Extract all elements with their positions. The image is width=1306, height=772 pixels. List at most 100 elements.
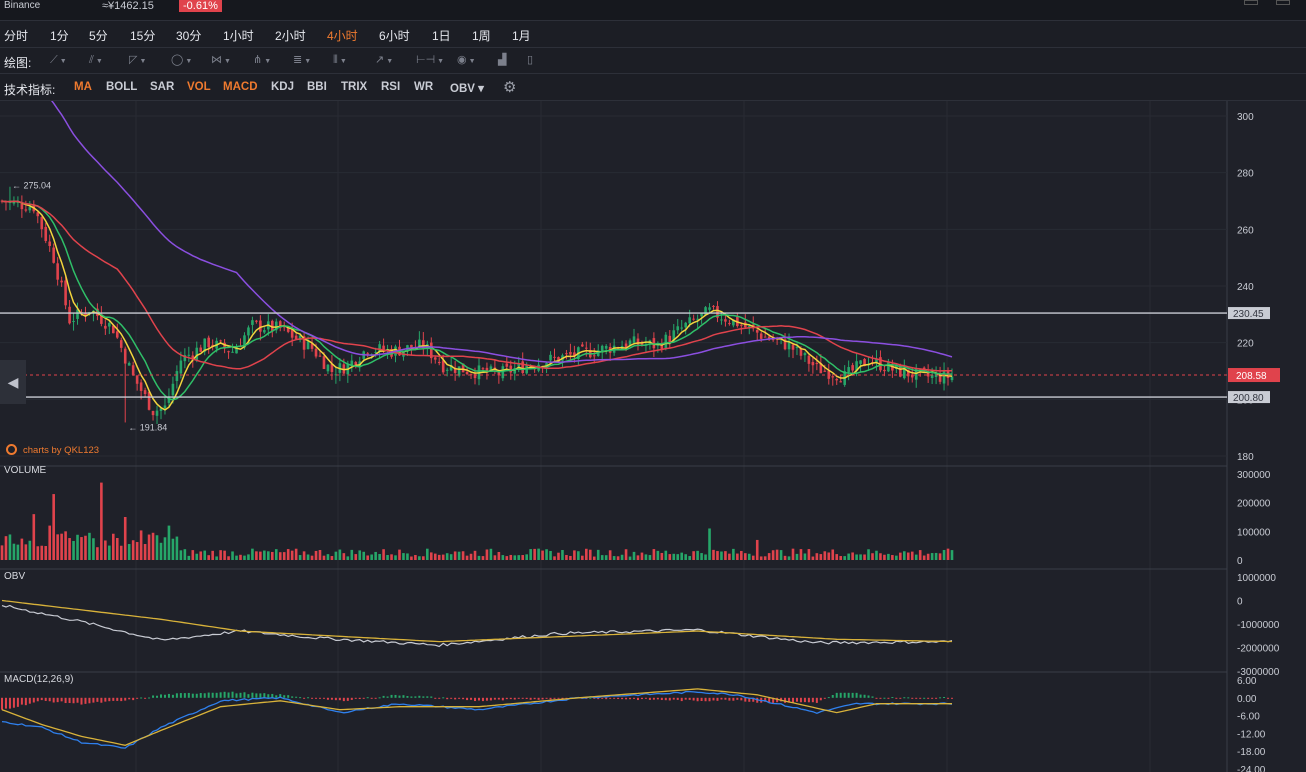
candle-body xyxy=(895,365,898,369)
trash-icon[interactable]: ▯ xyxy=(527,54,534,66)
current-price-tag xyxy=(1228,368,1280,383)
candle-body xyxy=(549,354,552,361)
volume-bar xyxy=(855,554,858,560)
candle-body xyxy=(700,312,703,317)
interval-tab[interactable]: 1分 xyxy=(50,29,69,43)
candle-body xyxy=(573,352,576,357)
gear-icon[interactable]: ⚙ xyxy=(503,79,517,96)
volume-bar xyxy=(728,553,731,560)
volume-bar xyxy=(942,549,946,560)
volume-bar xyxy=(887,553,890,560)
volume-panel: VOLUME xyxy=(0,465,954,560)
macd-histogram-bar xyxy=(92,697,95,703)
indicator-rsi[interactable]: RSI xyxy=(381,81,401,93)
macd-histogram-bar xyxy=(144,697,147,699)
volume-bar xyxy=(946,548,950,560)
candle-body xyxy=(855,361,858,371)
macd-histogram-bar xyxy=(271,693,274,698)
macd-histogram-bar xyxy=(477,697,480,701)
chart-area[interactable]: ← 275.04 ← 191.84 VOLUME OBV MACD(12,26,9… xyxy=(0,101,1306,772)
indicator-bbi[interactable]: BBI xyxy=(307,81,327,93)
volume-bar xyxy=(92,538,95,560)
indicator-sar[interactable]: SAR xyxy=(150,81,175,93)
indicator-wr[interactable]: WR xyxy=(414,81,434,93)
macd-histogram-bar xyxy=(633,697,636,699)
obv-tick-label: -2000000 xyxy=(1237,644,1280,655)
pattern-icon[interactable]: ⋈ ▼ xyxy=(211,54,231,66)
volume-bar xyxy=(183,549,187,560)
interval-tab[interactable]: 6小时 xyxy=(379,29,410,43)
trend-line-icon[interactable]: ⟋ ▼ xyxy=(50,54,67,66)
indicator-obv[interactable]: OBV ▾ xyxy=(450,83,484,95)
macd-histogram-bar xyxy=(159,694,162,698)
shape-circle-icon[interactable]: ◯ ▼ xyxy=(171,54,193,66)
macd-histogram-bar xyxy=(163,694,166,698)
macd-histogram-bar xyxy=(625,697,628,700)
candle-body xyxy=(366,353,369,355)
macd-histogram-bar xyxy=(350,697,353,700)
volume-bar xyxy=(596,549,600,560)
eye-icon[interactable]: ◉ ▼ xyxy=(457,54,476,66)
indicator-macd[interactable]: MACD xyxy=(223,81,258,93)
interval-tab[interactable]: 4小时 xyxy=(327,29,358,43)
candle-body xyxy=(628,340,632,346)
interval-tab[interactable]: 分时 xyxy=(4,29,29,43)
macd-histogram-bar xyxy=(835,692,838,698)
indicator-kdj[interactable]: KDJ xyxy=(271,81,295,93)
macd-histogram-bar xyxy=(370,697,373,699)
interval-tab[interactable]: 2小时 xyxy=(275,29,306,43)
indicator-ma[interactable]: MA xyxy=(74,81,92,93)
macd-histogram-bar xyxy=(601,697,604,699)
macd-histogram-bar xyxy=(692,697,695,701)
macd-histogram-bar xyxy=(907,697,910,699)
macd-histogram-bar xyxy=(915,697,918,699)
indicator-trix[interactable]: TRIX xyxy=(341,81,368,93)
candle-body xyxy=(326,364,330,372)
volume-bar xyxy=(569,555,572,560)
interval-tab[interactable]: 15分 xyxy=(130,29,156,43)
measure-icon[interactable]: ⊢⊣ ▼ xyxy=(416,54,445,66)
change-badge: -0.61% xyxy=(179,0,222,12)
macd-histogram-bar xyxy=(167,693,170,698)
text-lines-icon[interactable]: ≣ ▼ xyxy=(293,54,312,66)
candle-body xyxy=(859,360,862,364)
candle-body xyxy=(147,391,151,410)
candle-body xyxy=(60,280,63,283)
candle-body xyxy=(227,351,230,353)
close-icon[interactable] xyxy=(1276,0,1290,5)
candle-body xyxy=(831,376,835,378)
candle-body xyxy=(887,362,890,372)
macd-histogram-bar xyxy=(175,693,178,698)
bar-chart-icon[interactable]: ▟ xyxy=(498,54,507,66)
interval-tab[interactable]: 1小时 xyxy=(223,29,254,43)
arrow-icon[interactable]: ↗ ▼ xyxy=(375,54,394,66)
candle-body xyxy=(274,321,278,331)
interval-tab[interactable]: 1日 xyxy=(432,29,451,43)
macd-histogram-bar xyxy=(943,697,946,699)
vertical-lines-icon[interactable]: ⦀ ▼ xyxy=(333,54,347,66)
volume-bar xyxy=(676,554,680,560)
interval-tab[interactable]: 1月 xyxy=(512,29,531,43)
volume-bar xyxy=(581,555,584,560)
macd-histogram-bar xyxy=(148,697,151,699)
volume-bar xyxy=(36,546,40,560)
candle-body xyxy=(728,323,731,325)
pitchfork-icon[interactable]: ⋔ ▼ xyxy=(253,54,272,66)
macd-histogram-bar xyxy=(712,697,715,701)
fibonacci-icon[interactable]: ◸ ▼ xyxy=(129,54,147,66)
indicator-boll[interactable]: BOLL xyxy=(106,81,138,93)
volume-bar xyxy=(390,554,393,560)
minimize-icon[interactable] xyxy=(1244,0,1258,5)
interval-tab[interactable]: 5分 xyxy=(89,29,108,43)
volume-bar xyxy=(429,552,433,560)
interval-tab[interactable]: 1周 xyxy=(472,29,491,43)
interval-tab[interactable]: 30分 xyxy=(176,29,202,43)
macd-histogram-bar xyxy=(8,697,11,709)
parallel-line-icon[interactable]: ⫽ ▼ xyxy=(89,54,103,66)
candle-body xyxy=(111,325,115,334)
volume-bar xyxy=(203,550,207,560)
indicator-vol[interactable]: VOL xyxy=(187,81,211,93)
scroll-left-button[interactable]: ◀ xyxy=(0,360,26,404)
macd-histogram-bar xyxy=(80,697,83,705)
candle-body xyxy=(207,337,210,348)
